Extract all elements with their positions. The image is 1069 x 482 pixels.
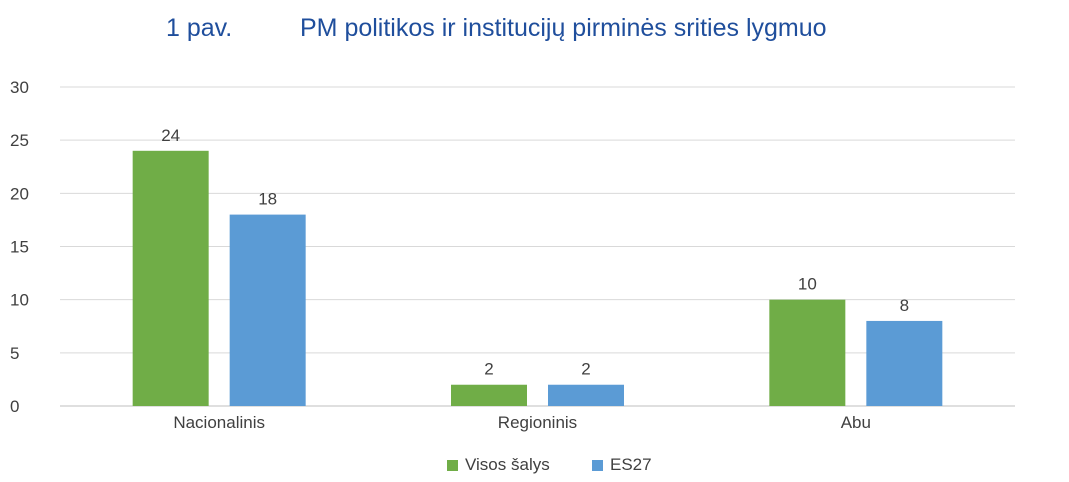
chart-title: 1 pav. PM politikos ir institucijų pirmi… xyxy=(0,12,1069,52)
bar-chart: 0 5 10 15 20 25 30 24 18 2 2 10 8 Nacionalinis Regio… xyxy=(10,78,1015,432)
data-label: 10 xyxy=(798,275,817,294)
legend: Visos šalys ES27 xyxy=(0,455,1069,479)
legend-item: ES27 xyxy=(592,455,652,475)
y-axis: 0 5 10 15 20 25 30 xyxy=(10,78,29,416)
bars xyxy=(132,150,943,406)
y-tick-label: 25 xyxy=(10,131,29,150)
data-label: 2 xyxy=(581,360,590,379)
x-tick-label: Nacionalinis xyxy=(173,413,265,432)
y-tick-label: 15 xyxy=(10,238,29,257)
data-labels: 24 18 2 2 10 8 xyxy=(161,126,909,379)
y-tick-label: 10 xyxy=(10,291,29,310)
x-axis: Nacionalinis Regioninis Abu xyxy=(173,413,871,432)
figure-number: 1 pav. xyxy=(166,14,233,42)
legend-swatch xyxy=(447,459,458,471)
data-label: 18 xyxy=(258,190,277,209)
y-tick-label: 30 xyxy=(10,78,29,97)
data-label: 8 xyxy=(900,296,909,315)
bar-visos-šalys-nacionalinis xyxy=(132,150,209,406)
gridlines xyxy=(60,86,1015,407)
bar-es27-abu xyxy=(866,320,943,406)
bar-visos-šalys-regioninis xyxy=(451,384,527,406)
y-tick-label: 20 xyxy=(10,184,29,203)
legend-label: Visos šalys xyxy=(465,455,550,474)
legend-swatch xyxy=(592,459,603,471)
x-tick-label: Regioninis xyxy=(498,413,577,432)
bar-es27-nacionalinis xyxy=(229,214,306,406)
bar-es27-regioninis xyxy=(548,384,624,406)
x-tick-label: Abu xyxy=(841,413,871,432)
chart-title-text: PM politikos ir institucijų pirminės sri… xyxy=(300,14,827,42)
bar-visos-šalys-abu xyxy=(769,299,846,406)
legend-label: ES27 xyxy=(610,455,652,474)
data-label: 24 xyxy=(161,126,180,145)
y-tick-label: 0 xyxy=(10,397,19,416)
y-tick-label: 5 xyxy=(10,344,19,363)
data-label: 2 xyxy=(484,360,493,379)
legend-item: Visos šalys xyxy=(447,455,550,475)
